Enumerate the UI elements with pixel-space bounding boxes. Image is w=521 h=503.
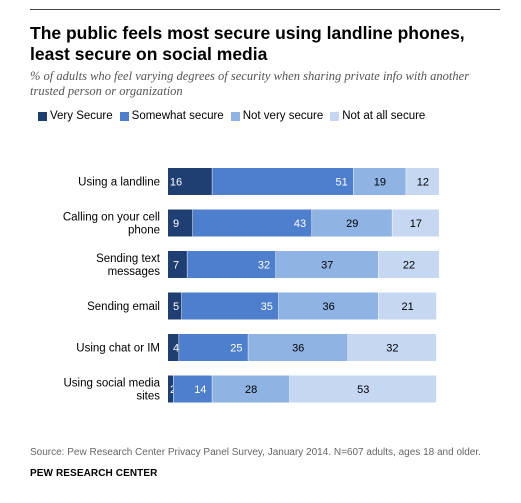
bar-segment-somewhat-secure	[173, 375, 212, 403]
legend-item-somewhat-secure: Somewhat secure	[119, 110, 224, 122]
data-label-somewhat-secure: 43	[294, 218, 306, 230]
legend-item-very-secure: Very Secure	[38, 110, 113, 122]
bar-segment-very-secure	[168, 209, 193, 237]
source-note: Source: Pew Research Center Privacy Pane…	[30, 447, 481, 458]
legend-swatch-very-secure	[38, 111, 47, 121]
bar-segment-not-at-all-secure	[348, 334, 437, 361]
chart-subtitle: % of adults who feel varying degrees of …	[30, 69, 470, 98]
bar-segment-not-at-all-secure	[406, 168, 439, 195]
bar-segment-not-at-all-secure	[289, 375, 437, 403]
bar-segment-very-secure	[168, 251, 187, 278]
data-label-very-secure: 16	[170, 177, 182, 189]
bar-segment-not-very-secure	[276, 251, 379, 278]
bar-segment-somewhat-secure	[212, 168, 354, 195]
data-label-very-secure: 2	[170, 384, 176, 396]
legend-label-somewhat-secure: Somewhat secure	[131, 110, 224, 122]
bar-segment-very-secure	[168, 375, 174, 403]
bar-segment-very-secure	[168, 292, 182, 320]
org-credit: PEW RESEARCH CENTER	[30, 468, 158, 479]
legend-swatch-not-very-secure	[230, 111, 240, 121]
data-label-not-at-all-secure: 22	[403, 260, 415, 272]
category-label: Using a landline	[78, 177, 160, 189]
bar-segment-not-very-secure	[248, 334, 348, 361]
data-label-not-very-secure: 37	[321, 260, 333, 272]
data-label-not-at-all-secure: 17	[410, 218, 422, 230]
legend: Very Secure Somewhat secure Not very sec…	[38, 109, 432, 123]
data-label-very-secure: 9	[173, 218, 179, 230]
data-label-very-secure: 7	[173, 260, 179, 272]
data-label-very-secure: 5	[173, 301, 179, 313]
data-label-not-very-secure: 36	[292, 343, 304, 355]
category-label: phone	[128, 225, 160, 237]
category-label: Calling on your cell	[63, 212, 160, 224]
top-rule	[30, 9, 500, 10]
data-label-somewhat-secure: 51	[335, 177, 347, 189]
legend-label-very-secure: Very Secure	[50, 110, 113, 122]
category-label: sites	[136, 391, 160, 403]
data-label-not-at-all-secure: 12	[417, 177, 429, 189]
data-label-not-at-all-secure: 32	[386, 343, 398, 355]
data-label-somewhat-secure: 14	[194, 384, 206, 396]
bar-segment-somewhat-secure	[181, 292, 279, 320]
category-label: Using social media	[63, 378, 160, 390]
bar-segment-not-at-all-secure	[392, 209, 439, 237]
bar-segment-not-very-secure	[353, 168, 406, 195]
bar-segment-not-at-all-secure	[378, 292, 437, 320]
bar-segment-very-secure	[168, 334, 179, 361]
bar-segment-not-at-all-secure	[378, 251, 439, 278]
category-label: Sending email	[87, 301, 160, 313]
bar-segment-somewhat-secure	[187, 251, 276, 278]
bar-segment-not-very-secure	[278, 292, 379, 320]
category-label: Using chat or IM	[76, 343, 160, 355]
data-label-somewhat-secure: 35	[261, 301, 273, 313]
data-label-not-very-secure: 36	[323, 301, 335, 313]
legend-item-not-very-secure: Not very secure	[230, 110, 324, 122]
legend-swatch-somewhat-secure	[119, 111, 129, 121]
category-label: messages	[108, 266, 161, 278]
legend-swatch-not-at-all-secure	[330, 111, 340, 121]
data-label-not-very-secure: 29	[346, 218, 358, 230]
bar-segment-somewhat-secure	[179, 334, 248, 361]
bar-segment-somewhat-secure	[192, 209, 312, 237]
data-label-not-at-all-secure: 21	[401, 301, 413, 313]
bar-segment-not-very-secure	[212, 375, 290, 403]
legend-item-not-at-all-secure: Not at all secure	[330, 110, 425, 122]
bar-segment-not-very-secure	[312, 209, 392, 237]
data-label-somewhat-secure: 32	[258, 260, 270, 272]
data-label-not-very-secure: 28	[245, 384, 257, 396]
data-label-very-secure: 4	[173, 343, 179, 355]
data-label-not-very-secure: 19	[374, 177, 386, 189]
category-label: Sending text	[96, 253, 161, 265]
legend-label-not-at-all-secure: Not at all secure	[342, 110, 426, 122]
legend-label-not-very-secure: Not very secure	[242, 110, 324, 122]
data-label-not-at-all-secure: 53	[357, 384, 369, 396]
data-label-somewhat-secure: 25	[230, 343, 242, 355]
chart-title: The public feels most secure using landl…	[30, 23, 465, 64]
bar-segment-very-secure	[168, 168, 212, 195]
